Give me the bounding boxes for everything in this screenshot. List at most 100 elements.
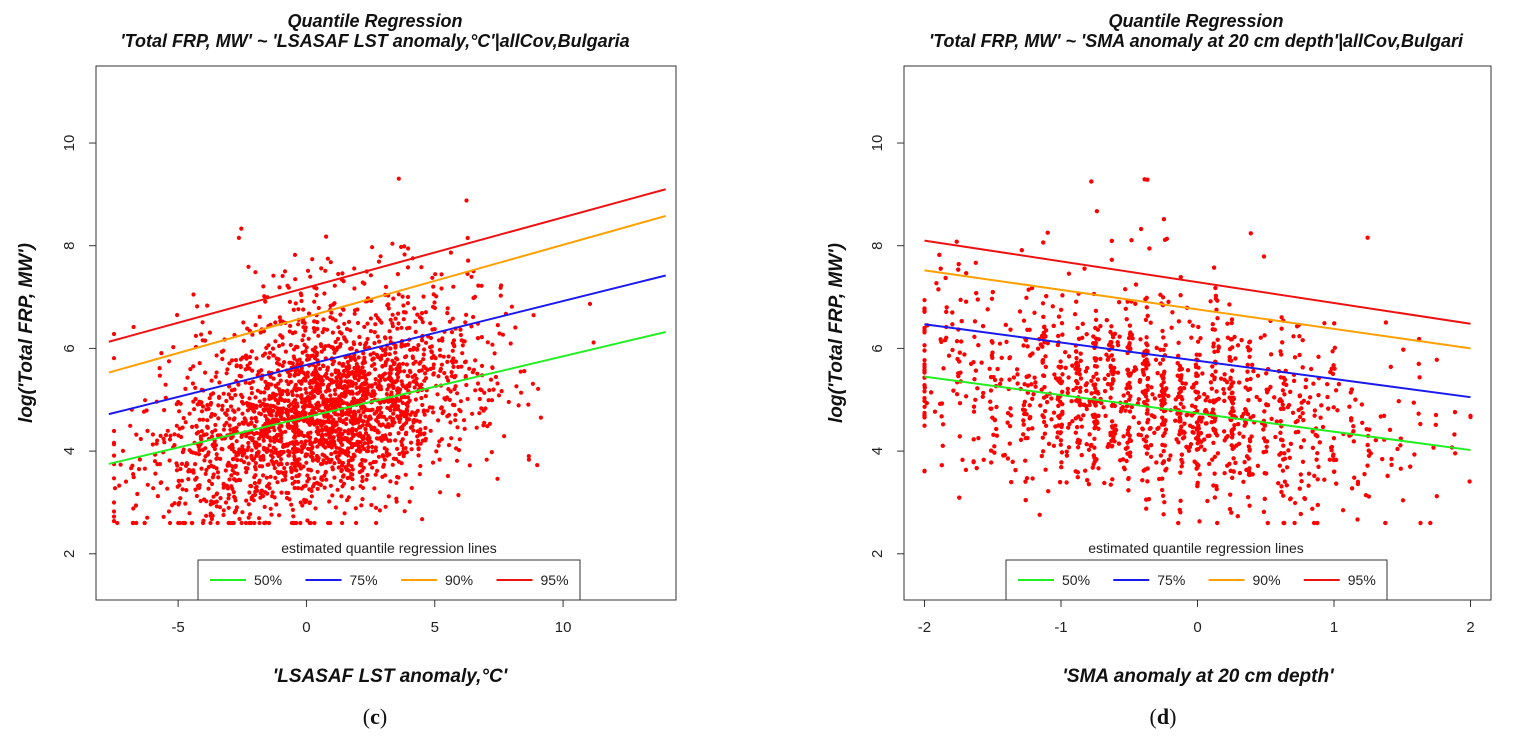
data-point: [343, 411, 348, 416]
data-point: [181, 447, 186, 452]
data-point: [248, 512, 253, 517]
data-point: [314, 480, 319, 485]
data-point: [253, 461, 258, 466]
data-point: [414, 376, 419, 381]
data-point: [227, 423, 232, 428]
data-point: [245, 408, 250, 413]
data-point: [290, 461, 295, 466]
data-point: [471, 295, 476, 301]
data-point: [258, 457, 263, 462]
data-point: [178, 466, 183, 472]
data-point: [396, 459, 401, 464]
data-point: [388, 346, 393, 351]
y-tick-label: 10: [61, 135, 78, 152]
data-point: [1145, 479, 1150, 484]
data-point: [1257, 397, 1262, 403]
data-point: [1158, 347, 1163, 352]
data-point: [987, 366, 992, 371]
data-point: [312, 422, 317, 427]
data-point: [240, 411, 245, 416]
data-point: [248, 360, 253, 366]
data-point: [519, 390, 524, 395]
data-point: [1024, 476, 1030, 481]
data-point: [454, 458, 460, 463]
data-point: [1197, 472, 1202, 477]
data-point: [274, 384, 279, 389]
data-point: [362, 281, 367, 286]
data-point: [247, 381, 252, 386]
data-point: [232, 387, 237, 392]
data-point: [1123, 287, 1128, 292]
data-point: [1060, 332, 1065, 337]
data-point: [939, 463, 944, 468]
data-point: [341, 420, 346, 425]
data-point: [434, 449, 439, 454]
data-point: [308, 467, 313, 472]
data-point: [1175, 411, 1180, 416]
data-point: [383, 347, 388, 352]
data-point: [339, 331, 344, 336]
data-point: [270, 490, 275, 495]
data-point: [282, 466, 287, 471]
data-point: [271, 445, 276, 450]
data-point: [1023, 436, 1028, 441]
data-point: [174, 423, 179, 428]
data-point: [267, 429, 272, 434]
data-point: [276, 401, 281, 406]
data-point: [1163, 427, 1168, 432]
data-point: [269, 458, 274, 464]
data-point: [278, 378, 283, 383]
data-point: [244, 470, 249, 475]
data-point: [1195, 441, 1200, 446]
data-point: [238, 357, 243, 362]
data-point: [208, 520, 213, 526]
data-point: [1154, 460, 1159, 465]
data-point: [959, 339, 964, 344]
data-point: [1042, 431, 1047, 436]
data-point: [287, 299, 292, 304]
data-point: [142, 520, 147, 526]
data-point: [922, 325, 927, 331]
data-point: [932, 409, 938, 414]
data-point: [1078, 376, 1084, 381]
data-point: [442, 371, 447, 376]
data-point: [228, 395, 233, 400]
data-point: [1347, 404, 1352, 409]
data-point: [280, 342, 285, 347]
data-point: [429, 349, 434, 354]
data-point: [308, 441, 313, 447]
data-point: [253, 323, 258, 328]
data-point: [400, 361, 406, 366]
data-point: [1113, 423, 1118, 428]
data-point: [336, 433, 341, 438]
data-point: [244, 455, 249, 460]
data-point: [240, 510, 245, 515]
data-point: [288, 323, 293, 328]
legend-label: 90%: [445, 572, 473, 588]
data-point: [1331, 454, 1336, 459]
data-point: [239, 226, 244, 231]
data-point: [352, 409, 357, 414]
data-point: [1136, 420, 1141, 425]
data-point: [293, 398, 298, 403]
data-point: [1129, 404, 1134, 410]
data-point: [971, 409, 977, 414]
data-point: [411, 345, 416, 350]
data-point: [1009, 480, 1014, 485]
data-point: [230, 445, 235, 451]
data-point: [1087, 432, 1092, 437]
data-point: [1126, 476, 1131, 481]
data-point: [411, 428, 416, 433]
data-point: [413, 397, 418, 402]
data-point: [415, 408, 420, 413]
data-point: [1008, 413, 1014, 418]
data-point: [1065, 386, 1070, 391]
data-point: [256, 436, 262, 441]
data-point: [1015, 367, 1020, 372]
data-point: [446, 443, 452, 448]
data-point: [929, 390, 934, 395]
data-point: [361, 389, 366, 394]
data-point: [1308, 395, 1313, 400]
data-point: [1227, 302, 1232, 307]
data-point: [257, 464, 262, 469]
